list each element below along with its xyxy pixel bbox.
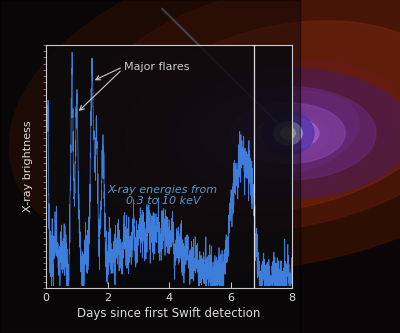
X-axis label: Days since first Swift detection: Days since first Swift detection xyxy=(77,307,261,320)
FancyBboxPatch shape xyxy=(0,0,300,333)
Polygon shape xyxy=(126,21,400,212)
Polygon shape xyxy=(9,0,400,271)
Polygon shape xyxy=(217,91,359,175)
Polygon shape xyxy=(176,61,400,192)
Polygon shape xyxy=(75,0,400,232)
Text: X-ray energies from
0.3 to 10 keV: X-ray energies from 0.3 to 10 keV xyxy=(108,185,218,206)
Polygon shape xyxy=(231,103,345,164)
Polygon shape xyxy=(200,87,376,180)
Text: Major flares: Major flares xyxy=(124,62,190,72)
Polygon shape xyxy=(165,68,400,198)
Circle shape xyxy=(274,122,302,145)
Y-axis label: X-ray brightness: X-ray brightness xyxy=(23,121,33,212)
Circle shape xyxy=(281,127,295,139)
Polygon shape xyxy=(257,117,319,150)
Polygon shape xyxy=(248,116,328,164)
Circle shape xyxy=(262,112,314,155)
